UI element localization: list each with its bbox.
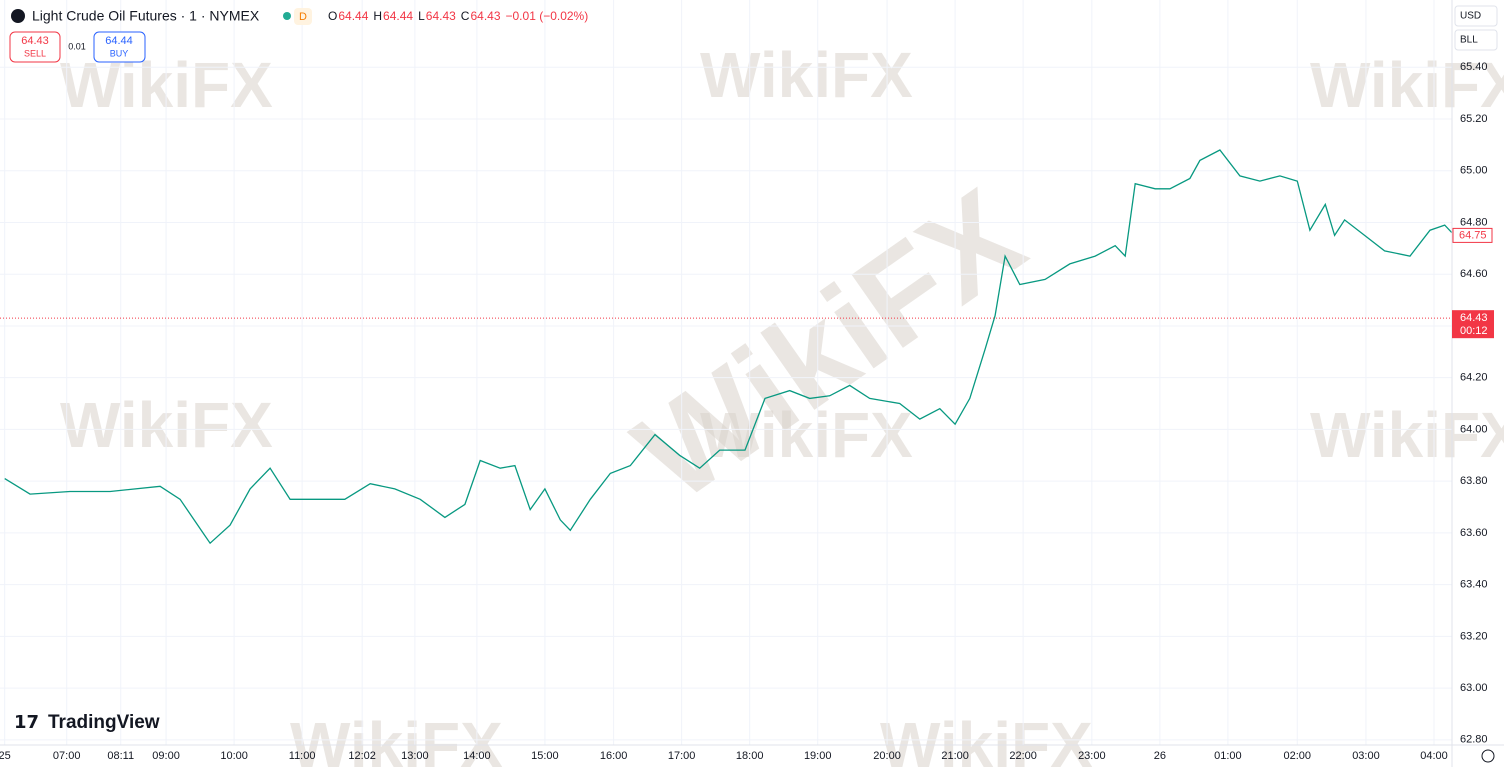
currency[interactable]: USD xyxy=(1460,11,1481,22)
ohlc-value: 64.44 xyxy=(383,9,413,23)
y-tick-label: 63.80 xyxy=(1460,475,1488,487)
ohlc-value: 64.43 xyxy=(426,9,456,23)
flag-badge xyxy=(294,8,312,25)
watermark: WikiFX xyxy=(290,709,503,767)
currency-button[interactable] xyxy=(1454,5,1498,27)
last-price-box xyxy=(1452,310,1494,339)
x-tick-label: 26 xyxy=(1154,750,1166,762)
x-tick-label: 14:00 xyxy=(463,750,491,762)
y-tick-label: 63.20 xyxy=(1460,630,1488,642)
y-tick-label: 63.60 xyxy=(1460,527,1488,539)
watermark: WikiFX xyxy=(700,399,913,471)
watermark: WikiFX xyxy=(1310,399,1504,471)
buy-label[interactable]: BUY xyxy=(110,48,129,58)
y-tick-label: 63.40 xyxy=(1460,579,1488,591)
countdown: 00:12 xyxy=(1460,325,1488,337)
sell-label[interactable]: SELL xyxy=(24,48,46,58)
settings-icon[interactable] xyxy=(1481,749,1495,763)
y-tick-label: 63.00 xyxy=(1460,682,1488,694)
price-line xyxy=(4,149,1453,545)
ohlc-value: 64.43 xyxy=(470,9,500,23)
y-tick-label: 64.00 xyxy=(1460,423,1488,435)
y-tick-label: 64.60 xyxy=(1460,268,1488,280)
x-tick-label: 19:00 xyxy=(804,750,832,762)
x-tick-label: 03:00 xyxy=(1352,750,1380,762)
ohlc-value: 64.44 xyxy=(338,9,368,23)
ohlc-label: O xyxy=(328,9,337,23)
ohlc-label: H xyxy=(373,9,382,23)
ohlc: O 64.44 H 64.44 L 64.43 C 64.43 −0.01 (−0.02%) xyxy=(328,9,588,23)
x-tick-label: 21:00 xyxy=(941,750,969,762)
x-tick-label: 23:00 xyxy=(1078,750,1106,762)
y-tick-label: 65.40 xyxy=(1460,61,1488,73)
x-tick-label: 01:00 xyxy=(1214,750,1242,762)
ohlc-label: C xyxy=(461,9,470,23)
x-tick-label: 08:11 xyxy=(107,750,134,762)
x-tick-label: 17:00 xyxy=(668,750,696,762)
x-tick-label: 15:00 xyxy=(531,750,559,762)
sell-button[interactable] xyxy=(9,31,61,63)
y-tick-label: 65.00 xyxy=(1460,165,1488,177)
x-tick-label: 10:00 xyxy=(220,750,248,762)
x-tick-label: 11:00 xyxy=(289,750,316,762)
x-tick-label: 07:00 xyxy=(53,750,81,762)
buy-button[interactable] xyxy=(93,31,146,63)
x-tick-label: 13:00 xyxy=(401,750,429,762)
symbol-icon xyxy=(11,9,25,23)
y-tick-label: 64.80 xyxy=(1460,216,1488,228)
status-dot xyxy=(283,12,291,20)
x-tick-label: 12:02 xyxy=(348,750,376,762)
brand-icon: 𝟭𝟳 xyxy=(14,712,39,732)
x-tick-label: 25 xyxy=(0,750,11,762)
x-tick-label: 16:00 xyxy=(600,750,628,762)
change: −0.01 (−0.02%) xyxy=(506,9,589,23)
y-tick-label: 62.80 xyxy=(1460,734,1488,746)
watermark: WikiFX xyxy=(1310,49,1504,121)
branding[interactable]: TradingView xyxy=(48,712,160,733)
unit[interactable]: BLL xyxy=(1460,35,1478,46)
x-tick-label: 09:00 xyxy=(152,750,180,762)
axes: 62.80 63.00 63.20 63.40 63.60 63.80 64.00 64.20… xyxy=(0,61,1494,762)
marker-price-label: 64.75 xyxy=(1459,229,1487,241)
x-tick-label: 02:00 xyxy=(1283,750,1311,762)
plot xyxy=(0,149,1453,545)
x-tick-label: 20:00 xyxy=(873,750,901,762)
sell-price[interactable]: 64.43 xyxy=(21,35,49,47)
spread: 0.01 xyxy=(68,41,86,51)
x-tick-label: 04:00 xyxy=(1420,750,1448,762)
symbol-title: Light Crude Oil Futures · 1 · NYMEX xyxy=(32,8,260,24)
x-tick-label: 18:00 xyxy=(736,750,764,762)
unit-button[interactable] xyxy=(1454,29,1498,51)
marker-price-box xyxy=(1452,227,1493,243)
y-tick-label: 64.20 xyxy=(1460,372,1488,384)
ohlc-label: L xyxy=(418,9,425,23)
watermark: WikiFX xyxy=(880,709,1093,767)
buy-price[interactable]: 64.44 xyxy=(105,35,133,47)
watermark: WikiFX xyxy=(700,39,913,111)
flag: D xyxy=(299,11,307,23)
x-tick-label: 22:00 xyxy=(1009,750,1037,762)
last-price-label: 64.43 xyxy=(1460,312,1488,324)
y-tick-label: 65.20 xyxy=(1460,113,1488,125)
watermark: WikiFX xyxy=(610,161,1048,529)
grid xyxy=(0,0,1452,745)
